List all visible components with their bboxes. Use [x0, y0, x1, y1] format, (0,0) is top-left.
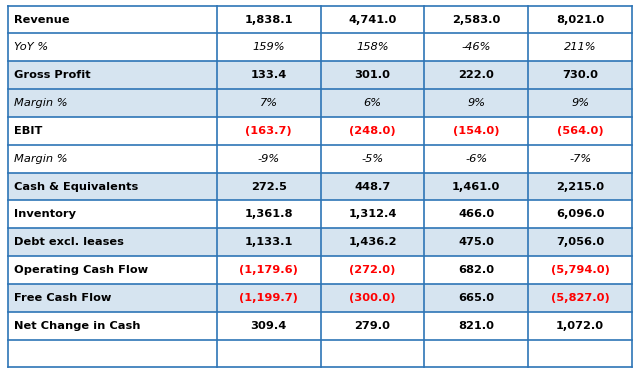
Bar: [8, 89, 632, 117]
Text: 2,583.0: 2,583.0: [452, 15, 500, 25]
Bar: [8, 117, 632, 145]
Text: 6,096.0: 6,096.0: [556, 209, 604, 219]
Text: 9%: 9%: [467, 98, 485, 108]
Text: 821.0: 821.0: [458, 321, 494, 330]
Text: 6%: 6%: [364, 98, 381, 108]
Text: 2018: 2018: [252, 13, 286, 26]
Text: 1,461.0: 1,461.0: [452, 182, 500, 191]
Bar: [217, 6, 321, 34]
Text: 730.0: 730.0: [562, 70, 598, 80]
Text: 309.4: 309.4: [251, 321, 287, 330]
Text: (248.0): (248.0): [349, 126, 396, 136]
Bar: [8, 61, 632, 89]
Text: (154.0): (154.0): [453, 126, 499, 136]
Text: 2019: 2019: [355, 13, 390, 26]
Bar: [8, 312, 632, 339]
Text: 279.0: 279.0: [355, 321, 390, 330]
Text: Free Cash Flow: Free Cash Flow: [14, 293, 111, 303]
Text: 9%: 9%: [571, 98, 589, 108]
Text: 1,838.1: 1,838.1: [244, 15, 293, 25]
Bar: [8, 6, 217, 34]
Text: -46%: -46%: [461, 43, 491, 52]
Bar: [8, 284, 632, 312]
Text: Margin %: Margin %: [14, 98, 68, 108]
Text: 7%: 7%: [260, 98, 278, 108]
Text: 159%: 159%: [253, 43, 285, 52]
Bar: [528, 6, 632, 34]
Text: (1,199.7): (1,199.7): [239, 293, 298, 303]
Text: Revenue: Revenue: [14, 15, 70, 25]
Text: Debt excl. leases: Debt excl. leases: [14, 237, 124, 247]
Text: 2020: 2020: [459, 13, 493, 26]
Text: 4,741.0: 4,741.0: [348, 15, 397, 25]
Text: 158%: 158%: [356, 43, 388, 52]
Bar: [8, 228, 632, 256]
Text: YoY %: YoY %: [14, 43, 48, 52]
Bar: [321, 6, 424, 34]
Text: (1,179.6): (1,179.6): [239, 265, 298, 275]
Text: Gross Profit: Gross Profit: [14, 70, 91, 80]
Text: Inventory: Inventory: [14, 209, 76, 219]
Text: Margin %: Margin %: [14, 154, 68, 164]
Text: EBIT: EBIT: [14, 126, 42, 136]
Text: (300.0): (300.0): [349, 293, 396, 303]
Text: 133.4: 133.4: [251, 70, 287, 80]
Text: 8,021.0: 8,021.0: [556, 15, 604, 25]
Text: 1,133.1: 1,133.1: [244, 237, 293, 247]
Text: 475.0: 475.0: [458, 237, 494, 247]
Bar: [8, 145, 632, 173]
Text: 2021: 2021: [563, 13, 598, 26]
Text: -5%: -5%: [362, 154, 383, 164]
Text: 665.0: 665.0: [458, 293, 494, 303]
Text: Opendoor $m: Opendoor $m: [14, 13, 109, 26]
Text: 211%: 211%: [564, 43, 596, 52]
Bar: [8, 173, 632, 200]
Bar: [8, 34, 632, 61]
Text: -9%: -9%: [258, 154, 280, 164]
Text: 301.0: 301.0: [355, 70, 390, 80]
Text: 1,312.4: 1,312.4: [348, 209, 397, 219]
Text: 272.5: 272.5: [251, 182, 287, 191]
Bar: [8, 256, 632, 284]
Text: 222.0: 222.0: [458, 70, 494, 80]
Text: Operating Cash Flow: Operating Cash Flow: [14, 265, 148, 275]
Text: (5,827.0): (5,827.0): [551, 293, 609, 303]
Bar: [8, 200, 632, 228]
Text: (272.0): (272.0): [349, 265, 396, 275]
Text: (163.7): (163.7): [246, 126, 292, 136]
Text: 7,056.0: 7,056.0: [556, 237, 604, 247]
Text: 2,215.0: 2,215.0: [556, 182, 604, 191]
Text: 448.7: 448.7: [355, 182, 390, 191]
Text: -6%: -6%: [465, 154, 487, 164]
Text: 682.0: 682.0: [458, 265, 494, 275]
Text: Net Change in Cash: Net Change in Cash: [14, 321, 141, 330]
Text: 1,436.2: 1,436.2: [348, 237, 397, 247]
Text: 466.0: 466.0: [458, 209, 494, 219]
Text: (564.0): (564.0): [557, 126, 604, 136]
Text: (5,794.0): (5,794.0): [551, 265, 610, 275]
Text: 1,072.0: 1,072.0: [556, 321, 604, 330]
Bar: [424, 6, 528, 34]
Text: -7%: -7%: [569, 154, 591, 164]
Text: Cash & Equivalents: Cash & Equivalents: [14, 182, 138, 191]
Bar: [8, 6, 632, 34]
Text: 1,361.8: 1,361.8: [244, 209, 293, 219]
